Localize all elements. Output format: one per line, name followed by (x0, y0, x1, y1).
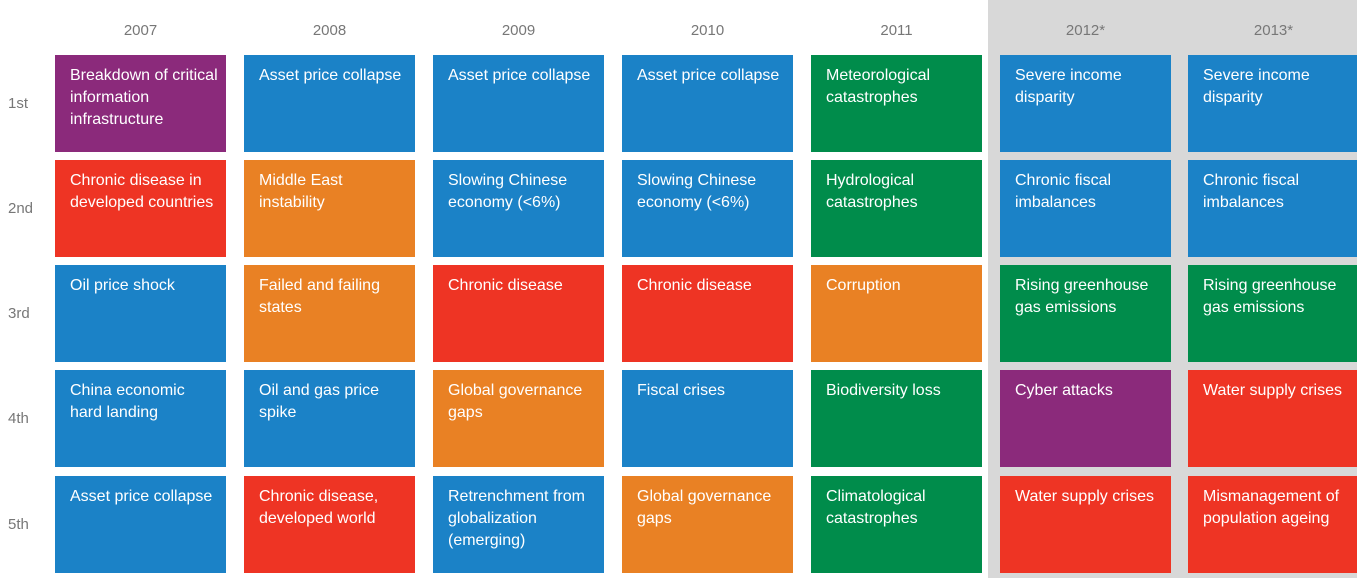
year-label: 2007 (123, 22, 158, 39)
year-label: 2008 (312, 22, 347, 39)
risk-cell: Asset price collapse (622, 55, 793, 152)
risk-cell: Rising greenhouse gas emissions (1000, 265, 1171, 362)
rank-label: 4th (8, 409, 29, 427)
year-label: 2013* (1253, 22, 1294, 39)
risk-cell: Chronic fiscal imbalances (1188, 160, 1357, 257)
risk-cell: Severe income disparity (1188, 55, 1357, 152)
risk-cell: Chronic disease in developed countries (55, 160, 226, 257)
risk-cell: Asset price collapse (433, 55, 604, 152)
rank-label: 5th (8, 515, 29, 533)
risk-cell: Mismanagement of population ageing (1188, 476, 1357, 573)
risk-cell: Chronic disease, developed world (244, 476, 415, 573)
risk-cell: Severe income disparity (1000, 55, 1171, 152)
rank-label: 2nd (8, 199, 34, 217)
risk-cell: Corruption (811, 265, 982, 362)
risk-cell: Asset price collapse (244, 55, 415, 152)
rank-label: 3rd (8, 304, 30, 322)
year-label: 2012* (1065, 22, 1106, 39)
risk-cell: Meteorological catastrophes (811, 55, 982, 152)
risk-cell: Breakdown of critical information infras… (55, 55, 226, 152)
risk-cell: Biodiversity loss (811, 370, 982, 467)
risk-cell: Hydrological catastrophes (811, 160, 982, 257)
risk-cell: China economic hard landing (55, 370, 226, 467)
risk-cell: Slowing Chinese economy (<6%) (622, 160, 793, 257)
risk-cell: Climatological catastrophes (811, 476, 982, 573)
risk-cell: Water supply crises (1000, 476, 1171, 573)
risk-cell: Fiscal crises (622, 370, 793, 467)
year-label: 2011 (880, 22, 913, 39)
risk-cell: Retrenchment from globalization (emergin… (433, 476, 604, 573)
risk-cell: Chronic disease (433, 265, 604, 362)
risk-cell: Chronic disease (622, 265, 793, 362)
risk-cell: Global governance gaps (433, 370, 604, 467)
risk-cell: Asset price collapse (55, 476, 226, 573)
risk-cell: Cyber attacks (1000, 370, 1171, 467)
year-label: 2010 (690, 22, 725, 39)
risk-cell: Slowing Chinese economy (<6%) (433, 160, 604, 257)
risk-cell: Global governance gaps (622, 476, 793, 573)
risk-cell: Water supply crises (1188, 370, 1357, 467)
risk-cell: Rising greenhouse gas emissions (1188, 265, 1357, 362)
year-label: 2009 (501, 22, 536, 39)
risk-cell: Failed and failing states (244, 265, 415, 362)
risk-cell: Chronic fiscal imbalances (1000, 160, 1171, 257)
risk-cell: Oil and gas price spike (244, 370, 415, 467)
risk-cell: Middle East instability (244, 160, 415, 257)
risk-cell: Oil price shock (55, 265, 226, 362)
rank-label: 1st (8, 94, 29, 112)
